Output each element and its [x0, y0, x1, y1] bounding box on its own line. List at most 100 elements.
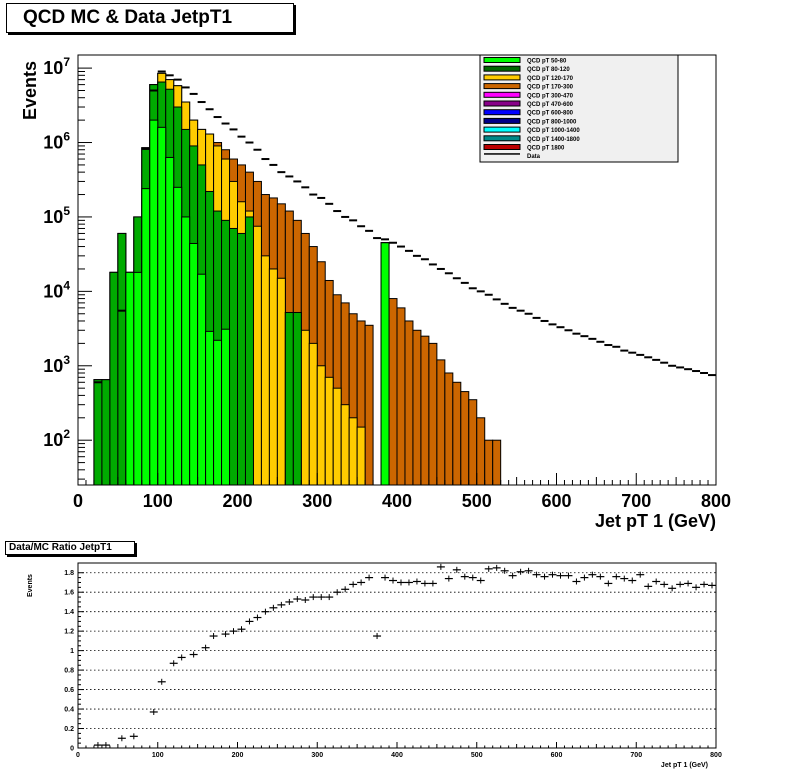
- legend-label: QCD pT 800-1000: [527, 119, 577, 125]
- top-chart-title: QCD MC & Data JetpT1: [23, 7, 233, 28]
- hist-bar-1-135: [181, 216, 191, 486]
- bottom-y-tick-label: 1.6: [64, 590, 74, 597]
- bottom-plot-frame: [77, 562, 717, 749]
- hist-bar-4-405: [396, 307, 406, 486]
- bottom-y-axis: 0 0.2 0.4 0.6 0.8 1 1.2 1.4 1.6 1.8: [64, 570, 84, 753]
- hist-bar-1-385: [380, 242, 390, 486]
- hist-bar-4-445: [428, 342, 438, 486]
- hist-bar-2-35: [101, 379, 111, 486]
- hist-bar-3-245: [268, 268, 278, 486]
- hist-bar-1-85: [141, 188, 151, 486]
- data-points: [93, 70, 716, 384]
- bottom-y-tick-label: 0: [70, 746, 74, 753]
- hist-bar-2-265: [284, 311, 294, 486]
- x-tick-label: 200: [222, 491, 252, 511]
- legend-swatch: [483, 144, 521, 150]
- hist-bar-1-65: [125, 271, 135, 486]
- top-x-axis-label: Jet pT 1 (GeV): [595, 511, 716, 531]
- legend-swatch: [483, 100, 521, 107]
- bottom-y-tick-label: 1.2: [64, 629, 74, 636]
- hist-bar-2-195: [229, 227, 238, 486]
- legend-label: QCD pT 1800: [527, 146, 565, 152]
- hist-bar-3-315: [324, 376, 334, 486]
- x-tick-label: 100: [143, 491, 173, 511]
- top-y-axis: 102 103 104 105 106 107: [43, 55, 92, 480]
- hist-bar-2-205: [237, 232, 246, 486]
- hist-bar-4-525: [492, 439, 502, 486]
- top-y-axis-label: Events: [20, 61, 40, 120]
- hist-bar-3-325: [332, 387, 342, 486]
- legend-swatch: [483, 57, 521, 63]
- bottom-x-tick-label: 300: [311, 752, 323, 759]
- legend-swatch: [483, 91, 521, 98]
- bottom-y-tick-label: 1.4: [64, 609, 74, 616]
- hist-bar-3-225: [252, 225, 262, 486]
- legend: QCD pT 50-80 QCD pT 80-120 QCD pT 120-170 Q…: [479, 54, 679, 163]
- hist-bar-4-415: [404, 320, 414, 486]
- hist-bar-4-455: [436, 359, 446, 486]
- hist-bar-4-425: [412, 329, 422, 486]
- bottom-x-tick-label: 0: [76, 752, 80, 759]
- legend-swatch: [483, 83, 521, 90]
- hist-bar-3-255: [276, 277, 286, 486]
- hist-bar-1-175: [213, 339, 223, 486]
- bottom-x-axis: 0 100 200 300 400 500 600 700 800: [76, 742, 722, 759]
- legend-label: QCD pT 50-80: [527, 59, 567, 65]
- hist-bar-3-235: [260, 255, 270, 486]
- bottom-y-tick-label: 0.6: [64, 687, 74, 694]
- bottom-chart-title: Data/MC Ratio JetpT1: [9, 542, 112, 553]
- hist-bar-3-335: [340, 404, 350, 486]
- bottom-x-tick-label: 800: [710, 752, 722, 759]
- hist-bar-1-75: [133, 271, 143, 486]
- hist-bar-2-275: [292, 311, 302, 486]
- legend-swatch: [483, 65, 521, 72]
- hist-bar-3-285: [300, 329, 310, 486]
- hist-bar-2-55: [117, 232, 127, 486]
- legend-label: QCD pT 300-470: [527, 93, 574, 99]
- bottom-panel: 0 100 200 300 400 500 600 700 800 0 0.2 0.4 0.6 0.8 1…: [27, 562, 722, 769]
- bottom-title-box: Data/MC Ratio JetpT1: [5, 541, 135, 555]
- legend-label: Data: [527, 154, 541, 160]
- bottom-y-axis-label: Events: [27, 574, 34, 597]
- x-tick-label: 800: [701, 491, 731, 511]
- bottom-x-tick-label: 700: [630, 752, 642, 759]
- x-tick-label: 300: [302, 491, 332, 511]
- hist-bar-4-485: [460, 391, 470, 486]
- legend-label: QCD pT 1000-1400: [527, 128, 580, 134]
- bottom-x-tick-label: 400: [391, 752, 403, 759]
- hist-bar-4-365: [364, 324, 374, 486]
- stacked-histograms: [93, 72, 502, 486]
- hist-bar-1-165: [205, 330, 215, 486]
- hist-bar-1-145: [189, 242, 199, 486]
- x-tick-label: 700: [621, 491, 651, 511]
- legend-label: QCD pT 1400-1800: [527, 137, 580, 143]
- ratio-points: [93, 563, 716, 749]
- legend-swatch: [483, 135, 521, 142]
- hist-bar-4-395: [388, 298, 398, 486]
- hist-bar-1-115: [165, 156, 175, 486]
- hist-bar-2-25: [93, 379, 103, 486]
- hist-bar-3-295: [308, 342, 318, 486]
- legend-swatch: [484, 153, 520, 155]
- bottom-y-tick-label: 0.8: [64, 668, 74, 675]
- legend-swatch: [483, 126, 521, 133]
- bottom-x-tick-label: 500: [471, 752, 483, 759]
- top-panel: 0 100 200 300 400 500 600 700 800 10210310410510…: [20, 54, 731, 531]
- hist-bar-3-355: [356, 426, 366, 486]
- bottom-x-axis-label: Jet pT 1 (GeV): [661, 762, 708, 769]
- y-tick-label: 107: [43, 55, 70, 78]
- x-tick-label: 500: [462, 491, 492, 511]
- bottom-y-tick-label: 0.4: [64, 707, 74, 714]
- hist-bar-4-495: [468, 399, 478, 486]
- hist-bar-4-505: [476, 417, 486, 486]
- hist-bar-2-215: [244, 216, 254, 486]
- hist-bar-2-45: [109, 271, 119, 486]
- legend-label: QCD pT 80-120: [527, 67, 570, 73]
- hist-bar-4-435: [420, 335, 430, 486]
- legend-label: QCD pT 600-800: [527, 111, 574, 117]
- hist-bar-3-345: [348, 417, 358, 486]
- hist-bar-4-475: [452, 381, 462, 486]
- top-title-box: QCD MC & Data JetpT1: [6, 3, 294, 33]
- x-tick-label: 0: [73, 491, 83, 511]
- hist-bar-1-185: [221, 328, 231, 486]
